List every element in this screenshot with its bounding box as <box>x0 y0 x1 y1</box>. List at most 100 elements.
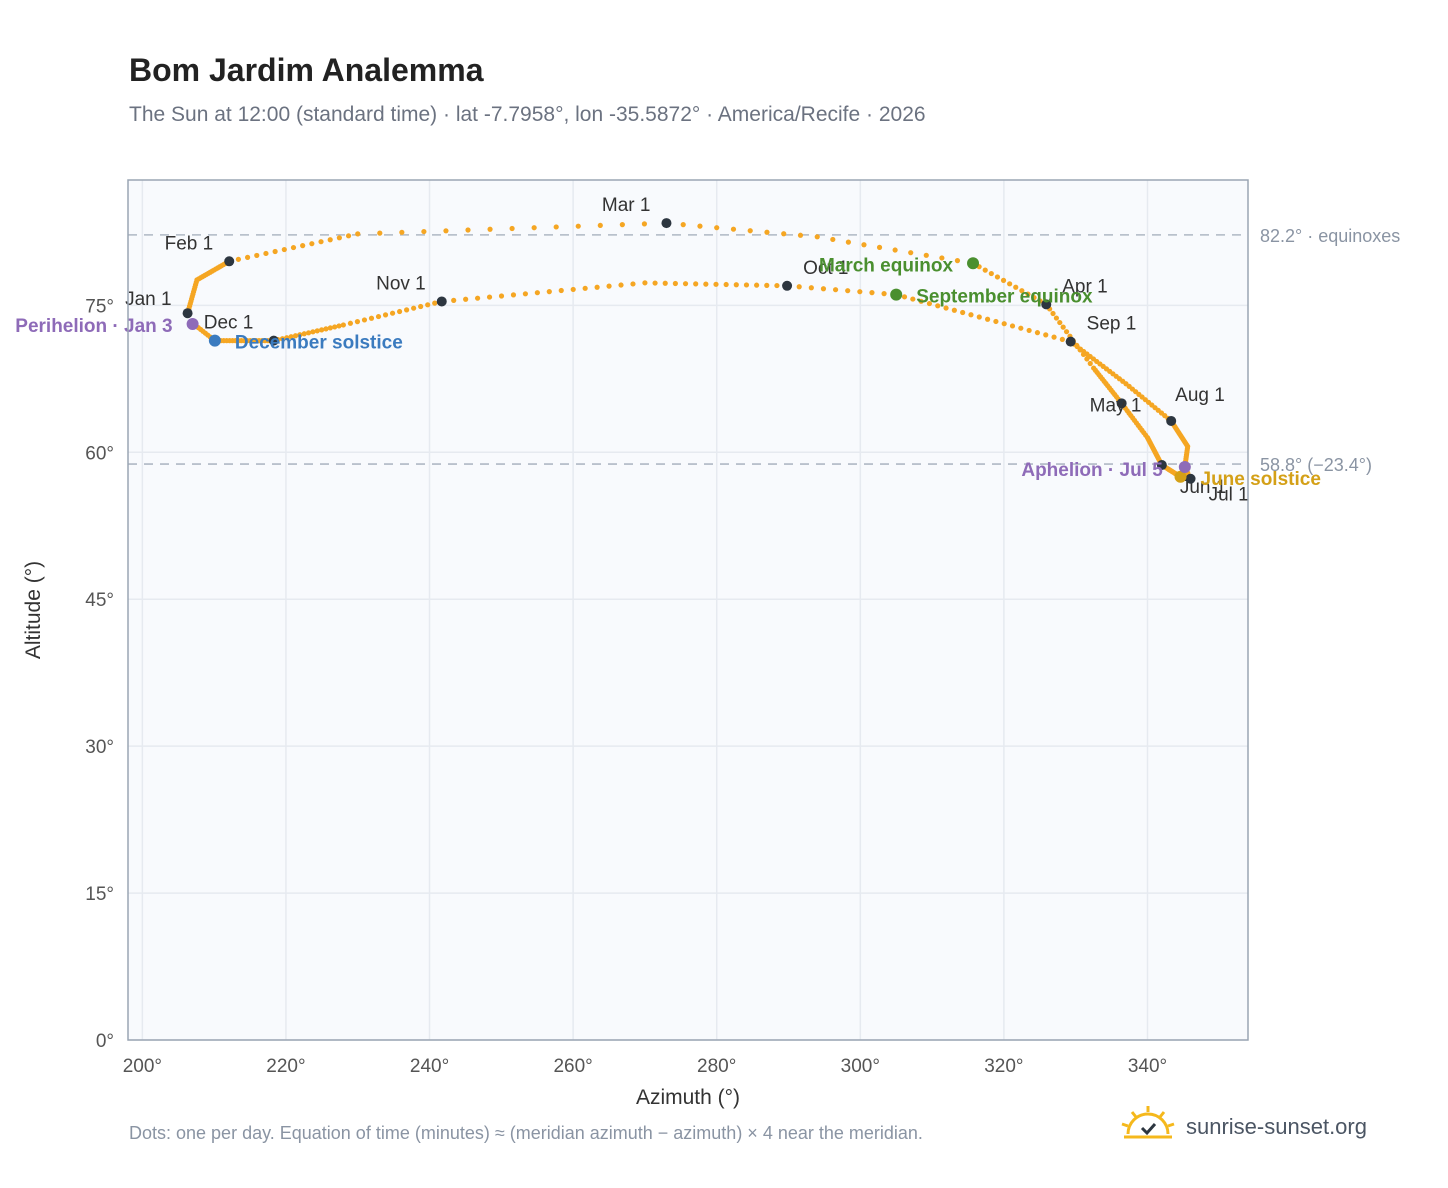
month-marker-label: Dec 1 <box>204 313 254 334</box>
daily-dot <box>486 294 493 300</box>
daily-dot <box>1019 288 1025 294</box>
daily-dot <box>1063 329 1070 335</box>
daily-dot <box>597 222 603 229</box>
chart-title: Bom Jardim Analemma <box>129 52 484 88</box>
daily-dot <box>993 318 999 325</box>
daily-dot <box>982 267 988 273</box>
daily-dot <box>1001 321 1007 327</box>
daily-dot <box>984 316 991 322</box>
month-marker-label: Aug 1 <box>1175 385 1225 406</box>
daily-dot <box>498 293 505 299</box>
daily-dot <box>680 222 686 228</box>
month-marker-label: Mar 1 <box>602 195 651 216</box>
event-marker <box>967 257 980 270</box>
daily-dot <box>382 312 389 318</box>
brand[interactable]: sunrise-sunset.org <box>1120 1104 1367 1149</box>
reference-lines: 82.2° · equinoxes 58.8° (−23.4°) <box>128 226 1400 475</box>
daily-dot <box>327 237 333 243</box>
daily-dot <box>892 247 898 253</box>
daily-dot <box>421 228 427 235</box>
month-marker-label: Oct 1 <box>803 258 848 279</box>
month-marker <box>1041 299 1052 310</box>
daily-dot <box>1013 284 1019 290</box>
daily-dot <box>301 331 307 337</box>
daily-dot <box>474 295 481 301</box>
daily-dot <box>1057 319 1063 326</box>
daily-dot <box>284 335 290 341</box>
daily-dot <box>399 229 405 235</box>
x-tick-label: 240° <box>410 1056 449 1077</box>
month-marker-label: Apr 1 <box>1062 276 1107 297</box>
daily-dot <box>754 282 760 288</box>
x-tick-label: 220° <box>266 1056 305 1077</box>
daily-dot <box>345 233 352 239</box>
x-tick-label: 320° <box>984 1056 1023 1077</box>
daily-dot <box>522 291 529 297</box>
brand-name: sunrise-sunset.org <box>1186 1113 1367 1139</box>
daily-dot <box>652 280 658 286</box>
month-marker-label: Feb 1 <box>165 233 214 254</box>
daily-dot <box>774 282 780 289</box>
daily-dot <box>926 300 933 307</box>
daily-dot <box>845 288 851 294</box>
daily-dot <box>465 227 471 233</box>
daily-dot <box>764 229 770 235</box>
event-label: December solstice <box>235 333 403 354</box>
daily-dot <box>881 291 887 297</box>
daily-dot <box>630 281 636 287</box>
daily-dot <box>641 221 648 227</box>
y-tick-label: 75° <box>85 296 114 317</box>
daily-dot <box>1060 324 1066 330</box>
daily-dot <box>319 327 325 333</box>
daily-dot <box>808 285 814 291</box>
daily-dot <box>935 303 941 309</box>
daily-dot <box>318 239 324 245</box>
daily-dot <box>310 329 316 335</box>
footnote: Dots: one per day. Equation of time (min… <box>129 1123 923 1143</box>
daily-dot <box>1050 310 1056 317</box>
x-tick-label: 340° <box>1128 1056 1167 1077</box>
x-tick-label: 260° <box>553 1056 592 1077</box>
daily-dot <box>244 254 251 260</box>
daily-dot <box>1053 315 1060 321</box>
event-label: March equinox <box>819 255 954 276</box>
daily-dot <box>425 302 431 308</box>
month-marker <box>1156 460 1167 471</box>
daily-dot <box>309 241 315 247</box>
daily-dot <box>575 223 581 229</box>
daily-dot <box>796 284 802 290</box>
daily-dot <box>845 239 851 245</box>
daily-dot <box>396 308 403 315</box>
daily-dot <box>361 317 368 323</box>
daily-dot <box>290 244 297 251</box>
event-label: Perihelion · Jan 3 <box>15 316 172 337</box>
y-axis-label: Altitude (°) <box>22 561 45 659</box>
daily-dot <box>642 280 648 286</box>
daily-dot <box>672 280 678 287</box>
event-marker <box>1178 460 1191 473</box>
daily-dot <box>960 309 966 316</box>
event-label: Aphelion · Jul 5 <box>1021 460 1163 481</box>
daily-dot <box>682 281 689 287</box>
daily-dot <box>918 298 924 304</box>
daily-dot <box>1034 330 1041 336</box>
daily-dot <box>908 250 914 256</box>
daily-dot <box>662 280 668 286</box>
y-tick-label: 15° <box>85 884 114 905</box>
month-marker <box>224 256 235 267</box>
daily-dot <box>781 231 787 237</box>
daily-dot <box>332 324 338 330</box>
daily-dot <box>263 250 269 257</box>
daily-dot <box>703 281 709 287</box>
month-marker <box>1065 336 1076 347</box>
daily-dot <box>463 296 469 302</box>
daily-dot <box>389 310 396 316</box>
daily-dot <box>510 292 517 298</box>
daily-dot <box>943 305 949 311</box>
event-label: September equinox <box>916 287 1093 308</box>
daily-dot <box>582 285 588 291</box>
daily-dot <box>323 326 329 332</box>
daily-dot <box>1037 298 1043 304</box>
